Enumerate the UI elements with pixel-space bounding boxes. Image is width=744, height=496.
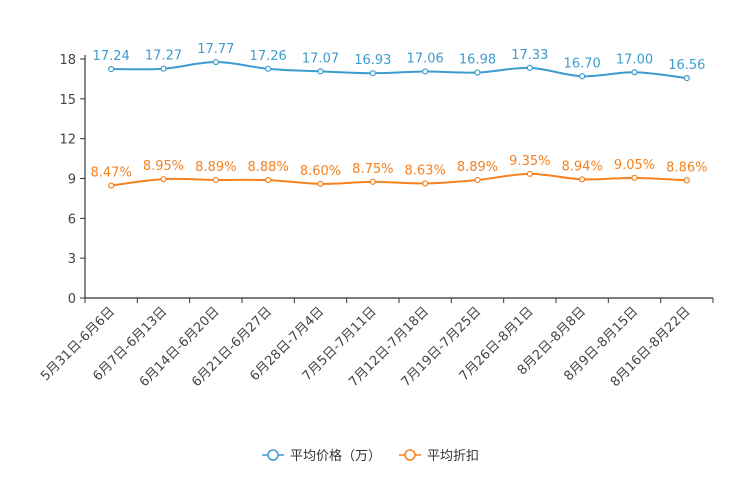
- data-label: 17.00: [616, 52, 653, 67]
- y-tick-label: 9: [68, 173, 76, 188]
- data-point: [369, 178, 376, 185]
- legend-label: 平均折扣: [427, 449, 479, 464]
- legend-marker-icon: [267, 449, 279, 461]
- data-label: 17.24: [93, 49, 130, 64]
- series-layer: [108, 58, 690, 189]
- data-label: 9.05%: [614, 158, 655, 173]
- data-point: [108, 182, 115, 189]
- data-label: 8.47%: [91, 166, 132, 181]
- data-point: [526, 64, 533, 71]
- y-tick-label: 3: [68, 252, 76, 267]
- y-tick-label: 15: [59, 93, 76, 108]
- data-label: 16.98: [459, 53, 496, 68]
- data-point: [474, 176, 481, 184]
- data-label: 8.88%: [248, 160, 289, 175]
- data-point: [422, 180, 429, 187]
- y-tick-label: 12: [59, 133, 76, 148]
- data-label: 16.93: [354, 53, 391, 68]
- y-tick-label: 6: [68, 212, 76, 227]
- data-point: [317, 180, 324, 187]
- data-point: [265, 176, 272, 184]
- data-label: 17.26: [250, 49, 287, 64]
- data-point: [579, 73, 586, 80]
- y-ticks: 0 3 6 9 12 15 18: [59, 53, 85, 307]
- data-label: 17.77: [197, 42, 234, 57]
- data-point: [212, 58, 219, 66]
- data-point: [317, 68, 324, 75]
- data-label: 8.89%: [195, 160, 236, 175]
- y-tick-label: 18: [59, 53, 76, 68]
- data-point: [108, 65, 115, 73]
- data-point: [631, 174, 638, 181]
- data-label: 17.07: [302, 51, 339, 66]
- data-point: [212, 176, 219, 184]
- data-label: 17.27: [145, 49, 182, 64]
- data-point: [474, 69, 481, 76]
- data-point: [526, 170, 533, 177]
- data-point: [631, 69, 638, 76]
- data-label: 16.70: [564, 56, 601, 71]
- data-label: 8.95%: [143, 159, 184, 174]
- data-label: 8.60%: [300, 164, 341, 179]
- series-line-2: [111, 172, 687, 187]
- data-label: 9.35%: [509, 154, 550, 169]
- data-point: [160, 176, 167, 183]
- data-label: 8.75%: [352, 162, 393, 177]
- data-point: [579, 176, 586, 183]
- legend[interactable]: 平均价格（万） 平均折扣: [262, 448, 479, 464]
- data-point: [265, 65, 272, 72]
- data-point: [422, 68, 429, 75]
- data-point: [683, 75, 690, 82]
- data-label: 17.33: [511, 48, 548, 63]
- data-point: [369, 70, 376, 77]
- data-label: 16.56: [668, 58, 705, 73]
- axes: [84, 55, 713, 299]
- x-ticks: 5月31日-6月6日6月7日-6月13日6月14日-6月20日6月21日-6月2…: [38, 298, 714, 390]
- legend-marker-icon: [404, 449, 416, 461]
- y-tick-label: 0: [68, 292, 76, 307]
- series-line-1: [111, 61, 687, 80]
- data-label: 17.06: [407, 51, 444, 66]
- data-label: 8.63%: [405, 163, 446, 178]
- data-label: 8.94%: [562, 159, 603, 174]
- data-point: [683, 177, 690, 184]
- data-label: 8.89%: [457, 160, 498, 175]
- data-point: [160, 65, 167, 72]
- data-labels: 17.24 17.27 17.77 17.26 17.07 16.93 17.06 16.98…: [91, 42, 708, 180]
- legend-label: 平均价格（万）: [290, 448, 381, 464]
- data-label: 8.86%: [666, 160, 707, 175]
